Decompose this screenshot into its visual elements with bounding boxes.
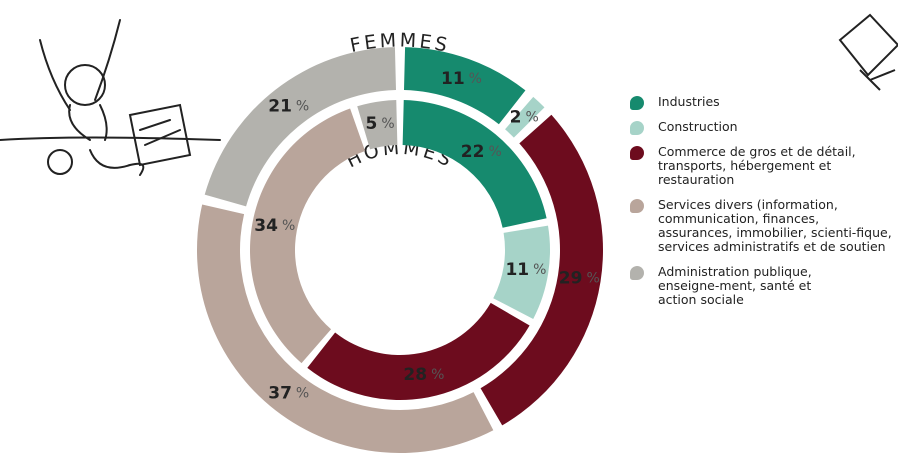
data-label: 5% (365, 114, 394, 134)
donut-segment (480, 114, 603, 426)
data-label-value: 29 (559, 268, 583, 288)
legend-swatch (630, 199, 644, 213)
donut-segment (493, 225, 550, 319)
data-label-value: 28 (403, 365, 427, 385)
data-label: 21% (268, 97, 309, 117)
data-label-unit: % (526, 110, 539, 126)
donut-segment (505, 96, 545, 138)
legend: Industries Construction Commerce de gros e… (630, 95, 892, 318)
data-label-unit: % (533, 262, 546, 278)
legend-item: Commerce de gros et de détail, transport… (630, 145, 892, 187)
data-label: 11% (505, 260, 546, 280)
data-label-value: 22 (461, 142, 485, 162)
data-label: 37% (268, 383, 309, 403)
donut-segment (403, 47, 526, 125)
legend-label: Services divers (information, communicat… (658, 197, 892, 254)
sketch-object (838, 13, 898, 91)
data-label: 29% (559, 268, 600, 288)
donut-segment (357, 100, 398, 150)
data-label-value: 34 (254, 216, 278, 236)
data-label: 22% (461, 142, 502, 162)
legend-label: Commerce de gros et de détail, transport… (658, 144, 856, 187)
legend-item: Construction (630, 119, 892, 135)
donut-segment (402, 100, 547, 228)
data-label-unit: % (586, 270, 599, 286)
data-label-value: 21 (268, 97, 292, 117)
legend-label: Construction (658, 119, 738, 134)
donut-segment (250, 108, 366, 364)
legend-item: Administration publique, enseigne-ment, … (630, 265, 818, 307)
data-label: 11% (441, 69, 482, 89)
data-label-value: 5 (365, 114, 377, 134)
data-label-unit: % (488, 144, 501, 160)
legend-swatch (630, 96, 644, 110)
data-label-unit: % (282, 218, 295, 234)
data-label-unit: % (296, 385, 309, 401)
donut-segment (197, 204, 494, 453)
data-label-value: 2 (510, 108, 522, 128)
data-label-value: 37 (268, 383, 292, 403)
legend-item: Services divers (information, communicat… (630, 198, 892, 254)
legend-label: Industries (658, 94, 720, 109)
data-label-value: 11 (441, 69, 465, 89)
legend-swatch (630, 146, 644, 160)
legend-swatch (630, 266, 644, 280)
sketch-person (0, 19, 221, 176)
data-label-unit: % (469, 71, 482, 87)
legend-item: Industries (630, 94, 892, 110)
data-label: 34% (254, 216, 295, 236)
legend-label: Administration publique, enseigne-ment, … (658, 264, 812, 307)
data-label-unit: % (431, 367, 444, 383)
donut-segment (307, 302, 530, 400)
data-label: 2% (510, 108, 539, 128)
data-label-unit: % (296, 99, 309, 115)
legend-swatch (630, 121, 644, 135)
data-label-value: 11 (505, 260, 529, 280)
donut-segment (204, 47, 397, 207)
data-label-unit: % (381, 116, 394, 132)
data-label: 28% (403, 365, 444, 385)
